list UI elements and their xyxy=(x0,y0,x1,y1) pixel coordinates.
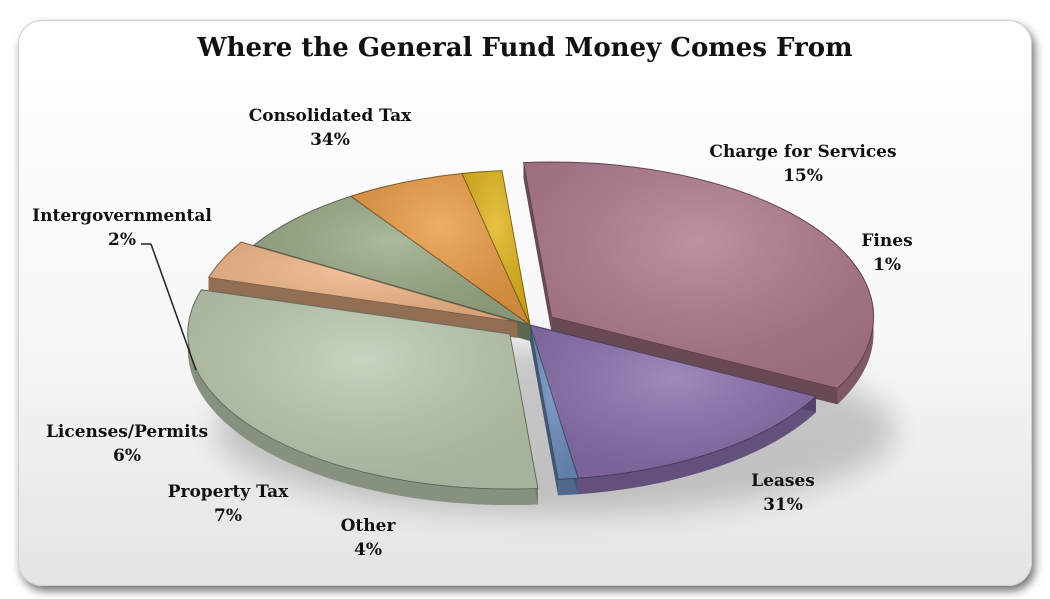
label-intergovernmental-pct: 2% xyxy=(108,230,136,250)
slice-side-charge-for-services xyxy=(578,396,816,495)
slice-shading-charge-for-services xyxy=(530,325,816,479)
slice-shading-leases xyxy=(187,289,538,490)
label-other: Other 4% xyxy=(341,514,396,562)
leader-line-intergovernmental-2 xyxy=(150,243,197,371)
label-intergovernmental-name: Intergovernmental xyxy=(32,206,212,226)
label-charge-for-services-name: Charge for Services xyxy=(709,142,897,162)
slice-edge-consolidated-tax-0 xyxy=(523,162,552,334)
label-other-pct: 4% xyxy=(354,540,382,560)
slice-shading-intergovernmental xyxy=(461,170,530,325)
label-property-tax-name: Property Tax xyxy=(167,482,289,502)
label-licenses-permits-name: Licenses/Permits xyxy=(45,422,209,442)
label-fines-pct: 1% xyxy=(873,255,901,275)
label-leases: Leases 31% xyxy=(751,469,815,517)
label-leases-pct: 31% xyxy=(763,495,803,515)
label-licenses-permits-pct: 6% xyxy=(113,446,141,466)
label-fines: Fines 1% xyxy=(861,229,912,277)
label-consolidated-tax: Consolidated Tax 34% xyxy=(249,104,412,152)
slice-shading-licenses-permits xyxy=(350,173,530,325)
label-other-name: Other xyxy=(340,516,396,536)
label-intergovernmental: Intergovernmental 2% xyxy=(32,204,212,252)
slice-shading-consolidated-tax xyxy=(523,162,874,389)
label-property-tax: Property Tax 7% xyxy=(168,480,289,528)
label-leases-name: Leases xyxy=(751,471,815,491)
slice-shading-fines xyxy=(530,325,579,480)
label-fines-name: Fines xyxy=(861,231,913,251)
slice-shading-property-tax xyxy=(253,196,530,325)
label-property-tax-pct: 7% xyxy=(214,506,242,526)
slice-shading-other xyxy=(208,242,518,322)
slice-edge-consolidated-tax-1 xyxy=(551,317,838,405)
label-charge-for-services-pct: 15% xyxy=(783,166,823,186)
slice-edge-other-0 xyxy=(208,277,518,338)
chart-title: Where the General Fund Money Comes From xyxy=(197,33,853,63)
label-consolidated-tax-name: Consolidated Tax xyxy=(248,106,412,126)
label-charge-for-services: Charge for Services 15% xyxy=(709,140,896,188)
label-licenses-permits: Licenses/Permits 6% xyxy=(46,420,208,468)
slice-side-leases xyxy=(187,289,538,506)
slice-edge-fines-1 xyxy=(530,325,559,496)
slice-side-fines xyxy=(558,478,579,496)
label-consolidated-tax-pct: 34% xyxy=(310,130,350,150)
